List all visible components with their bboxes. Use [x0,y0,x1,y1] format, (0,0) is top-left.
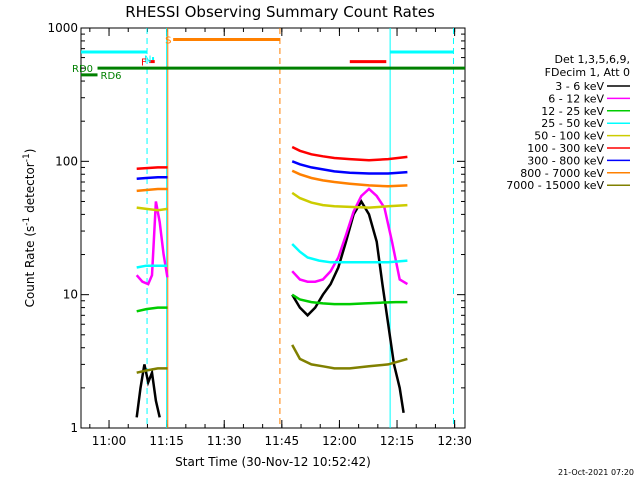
series-line [135,201,169,286]
y-tick-label: 1000 [47,21,78,35]
y-tick-label: 10 [63,288,78,302]
series-line [136,166,168,170]
x-tick-label: 11:00 [92,434,127,448]
series-line [136,367,168,374]
series-line [291,293,408,306]
legend-entry-label: 7000 - 15000 keV [506,179,604,192]
x-tick-label: 11:30 [207,434,242,448]
y-tick-label: 1 [70,421,78,435]
x-tick-label: 12:15 [380,434,415,448]
flag-label: RD6 [101,71,122,82]
legend-entry-label: 100 - 300 keV [527,142,604,155]
series-line [291,344,408,370]
series-line [136,264,168,269]
chart-title: RHESSI Observing Summary Count Rates [125,3,435,21]
x-tick-label: 11:15 [149,434,184,448]
x-tick-label: 11:45 [265,434,300,448]
legend-entry-label: 300 - 800 keV [527,154,604,167]
series-line [136,175,168,181]
legend-entry-label: 6 - 12 keV [548,92,604,105]
series-line [291,169,408,188]
series-line [136,187,168,193]
series-line [291,191,408,209]
legend-entry-label: 25 - 50 keV [541,117,604,130]
generated-timestamp: 21-Oct-2021 07:20 [558,468,634,477]
plot-area [80,27,466,429]
plot-frame [80,27,466,429]
series-line [291,187,409,286]
legend: Det 1,3,5,6,9, FDecim 1, Att 0 3 - 6 keV… [506,53,630,192]
flag-label: F [141,58,147,69]
series-line [136,206,168,212]
series-line [291,243,408,264]
legend-entry-label: 800 - 7000 keV [520,167,604,180]
legend-entry-label: 12 - 25 keV [541,105,604,118]
series-line [136,306,168,313]
y-tick-label: 100 [55,154,78,168]
series-line [135,364,161,418]
y-axis-label: Count Rate (s-1 detector-1) [22,149,37,308]
x-axis-label: Start Time (30-Nov-12 10:52:42) [175,455,371,469]
flag-label: RD0 [72,64,93,75]
legend-entry-label: 50 - 100 keV [534,130,604,143]
flag-label: N [144,55,151,66]
legend-header-line-1: Det 1,3,5,6,9, [554,53,630,66]
x-tick-label: 12:30 [437,434,472,448]
x-tick-label: 12:00 [322,434,357,448]
series-line [291,145,408,162]
series-line [291,160,408,175]
flag-label: S [165,35,171,46]
legend-header-line-2: FDecim 1, Att 0 [545,66,630,79]
legend-entry-label: 3 - 6 keV [555,80,604,93]
